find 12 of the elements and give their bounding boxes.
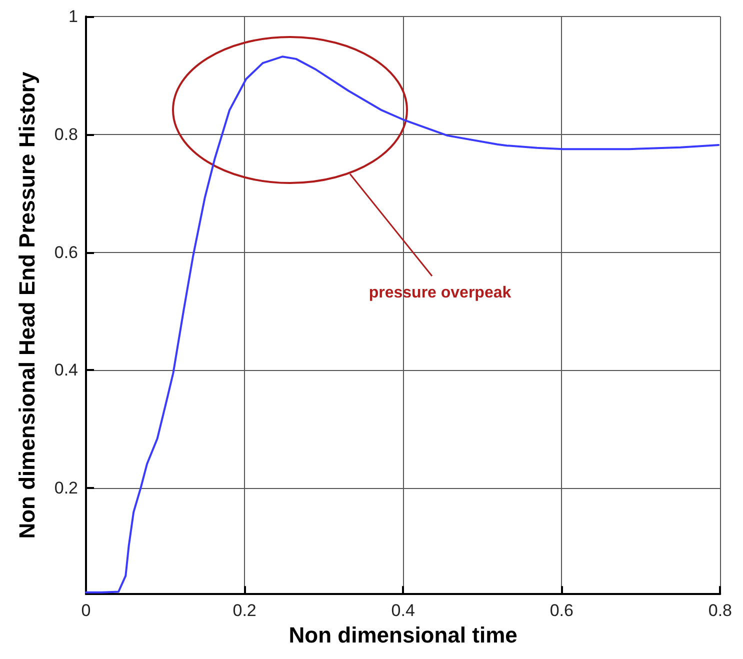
x-tick-label: 0.4 xyxy=(391,601,415,620)
x-tick-label: 0.2 xyxy=(232,601,256,620)
y-tick-label: 1 xyxy=(68,7,78,26)
x-tick-label: 0.6 xyxy=(550,601,574,620)
x-axis-title: Non dimensional time xyxy=(288,622,518,648)
x-tick-label: 0.8 xyxy=(708,601,732,620)
y-axis-title: Non dimensional Head End Pressure History xyxy=(14,71,40,539)
x-tick-label: 0 xyxy=(81,601,91,620)
y-tick-label: 0.6 xyxy=(54,242,78,262)
y-tick-label: 0.8 xyxy=(54,124,78,144)
y-tick-label: 0.4 xyxy=(54,360,78,380)
y-tick-label: 0.2 xyxy=(54,478,78,498)
